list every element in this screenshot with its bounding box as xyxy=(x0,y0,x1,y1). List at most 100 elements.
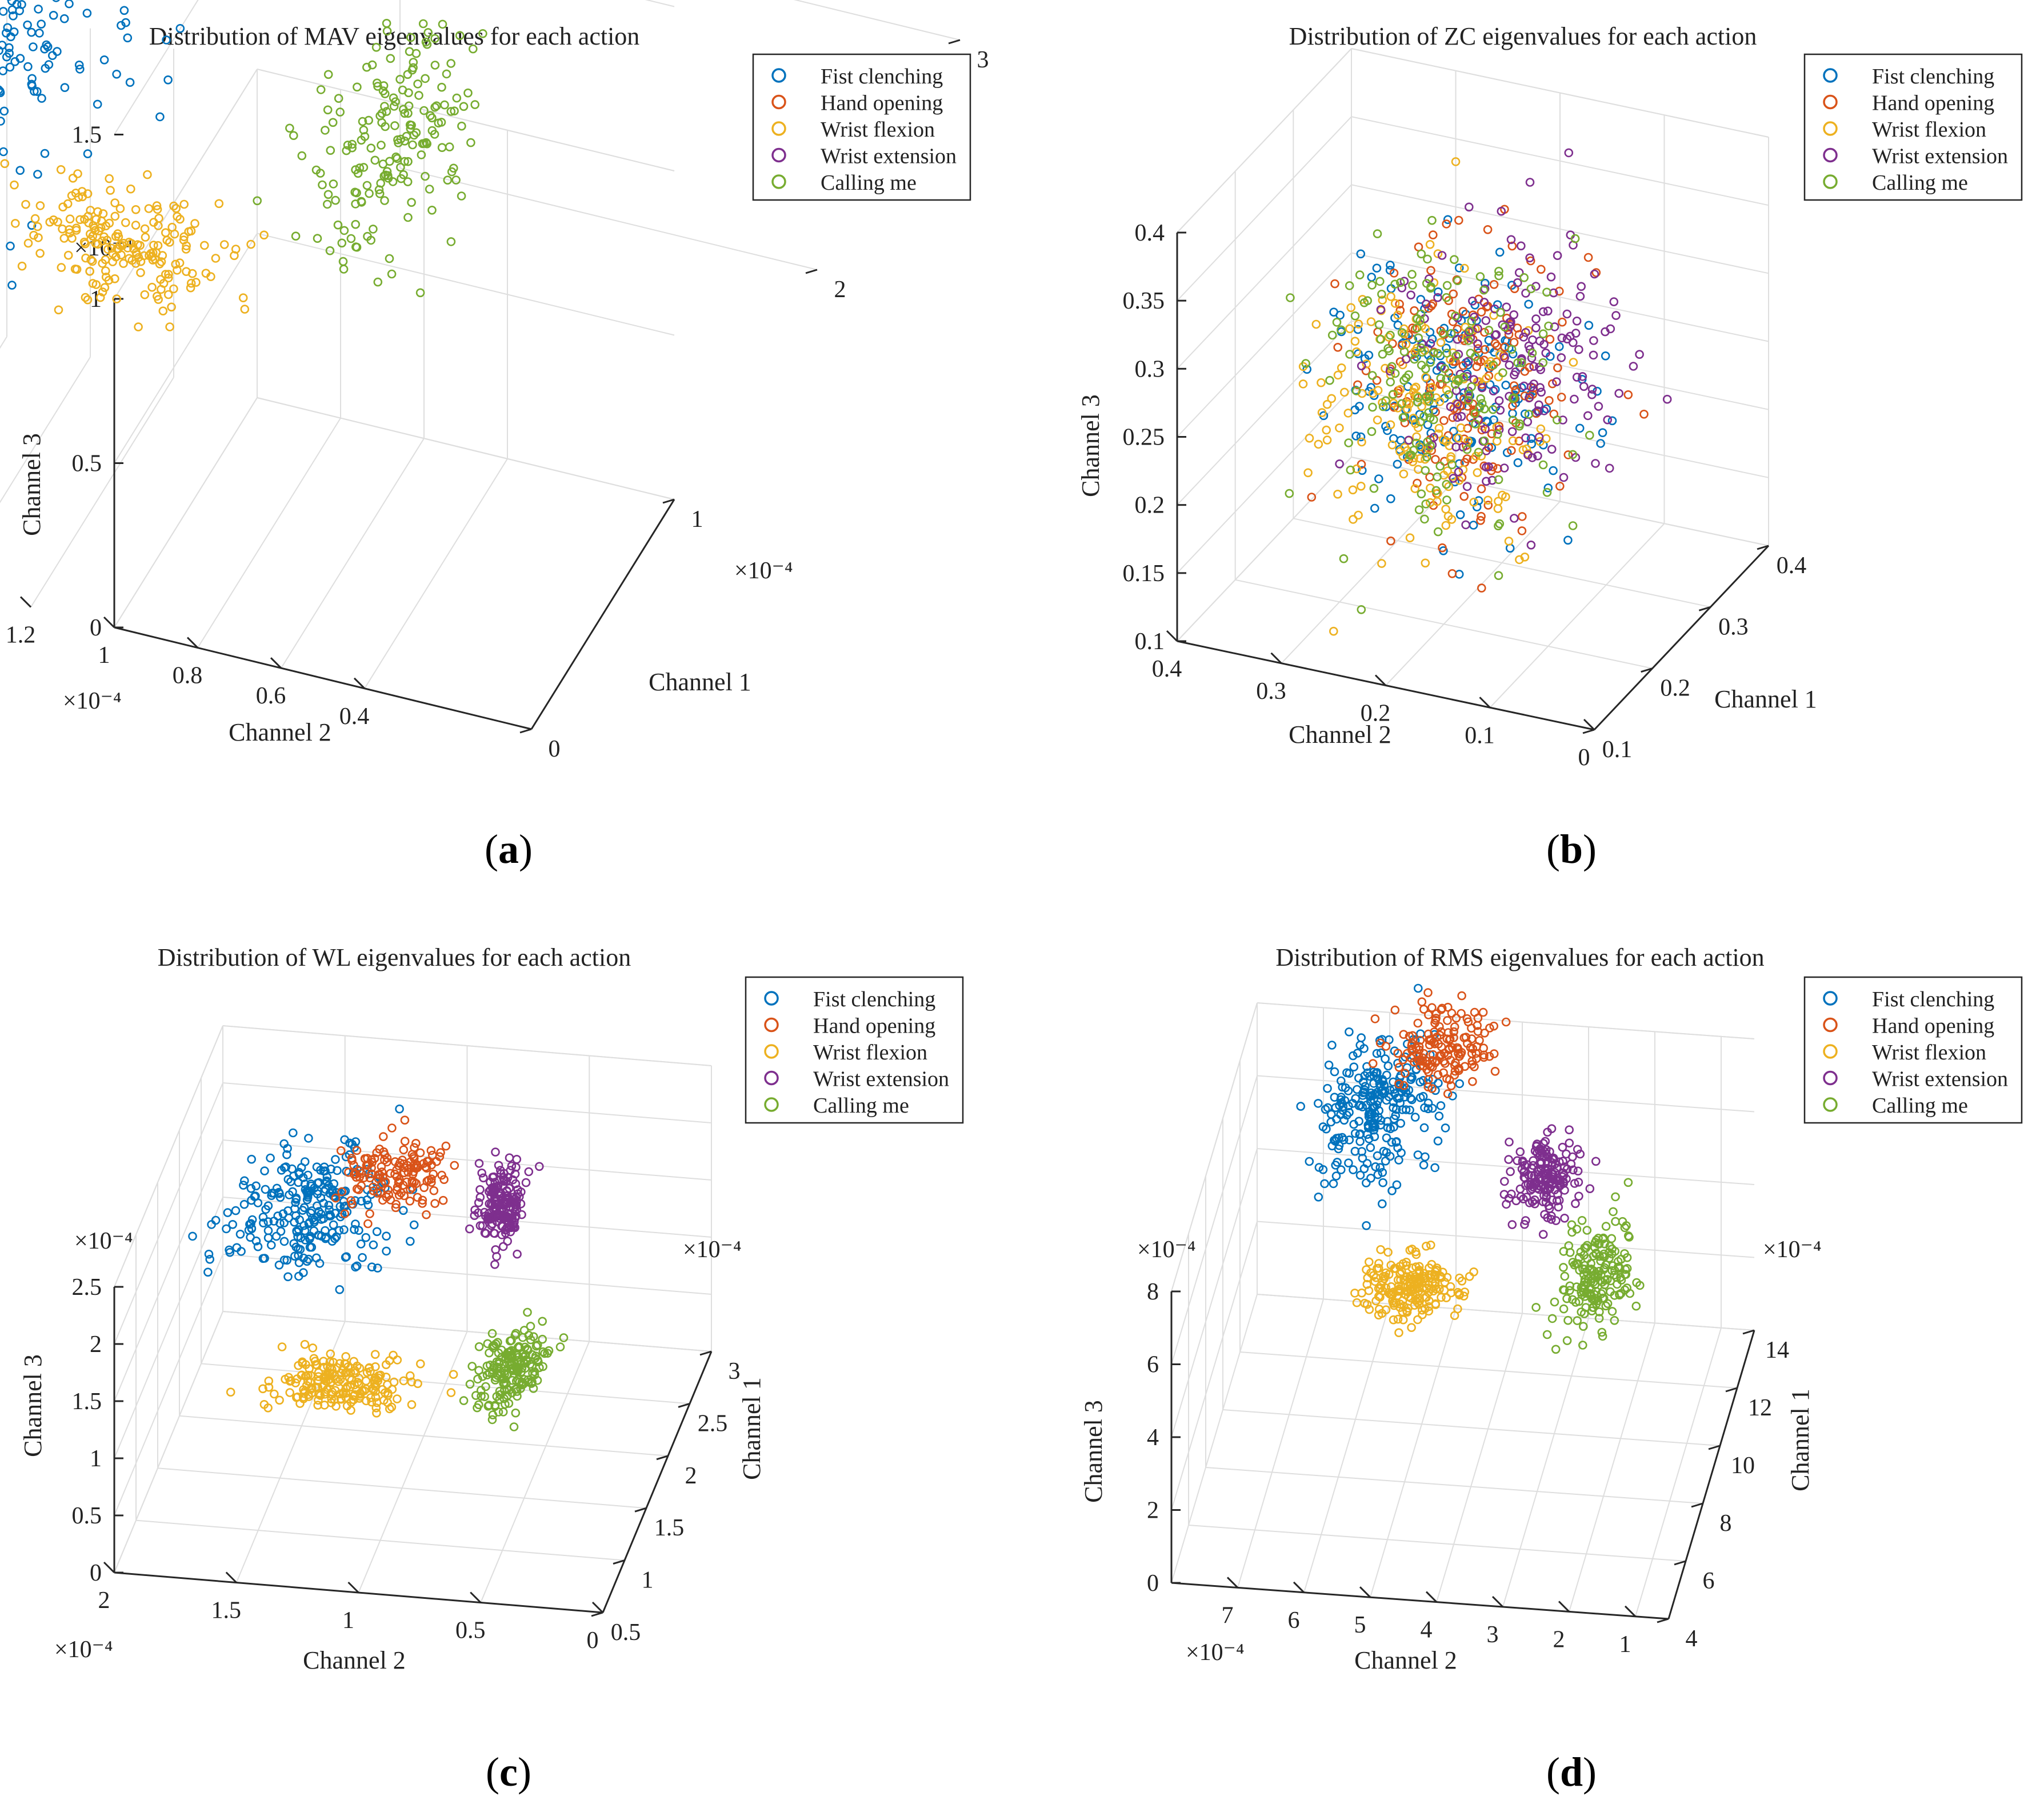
grid-x-floor-5 xyxy=(1569,1323,1655,1612)
data-point xyxy=(1374,1305,1384,1314)
data-point xyxy=(494,1359,503,1369)
data-point xyxy=(378,1132,388,1141)
y-axis-label: Channel 1 xyxy=(649,668,751,696)
data-point xyxy=(1524,1170,1533,1180)
y-axis-line xyxy=(1593,545,1770,731)
data-point xyxy=(362,1368,372,1377)
data-point xyxy=(1389,390,1398,399)
data-point xyxy=(1350,1129,1360,1138)
data-point xyxy=(394,1161,403,1170)
data-point xyxy=(434,118,443,128)
data-point xyxy=(0,41,7,50)
data-point xyxy=(1372,263,1382,273)
data-point xyxy=(205,1255,215,1264)
data-point xyxy=(1405,1246,1415,1255)
data-point xyxy=(1415,1275,1424,1284)
data-point xyxy=(1406,450,1416,460)
grid-z-back-1 xyxy=(257,233,675,336)
data-point xyxy=(487,1329,497,1338)
data-point xyxy=(1346,465,1355,475)
data-point xyxy=(1351,386,1361,395)
grid-y-floor-3 xyxy=(1222,1409,1721,1446)
data-point xyxy=(1376,334,1385,344)
data-point xyxy=(35,29,44,38)
data-point xyxy=(1429,415,1438,425)
data-point xyxy=(231,245,241,254)
data-point xyxy=(474,1198,483,1207)
data-point xyxy=(1509,381,1519,390)
y-tick-label-0: 0 xyxy=(549,736,561,762)
x-tick-label-1: 6 xyxy=(1288,1607,1300,1634)
data-point xyxy=(306,1385,316,1394)
legend-marker xyxy=(764,991,779,1006)
data-point xyxy=(1471,1049,1481,1058)
data-point xyxy=(1519,381,1529,391)
data-point xyxy=(1559,1247,1569,1256)
data-point xyxy=(459,1396,469,1405)
data-point xyxy=(65,228,74,238)
data-point xyxy=(1327,330,1337,340)
data-point xyxy=(339,226,349,235)
data-point xyxy=(331,1193,341,1203)
data-point xyxy=(1623,1178,1633,1187)
data-point xyxy=(1435,379,1445,389)
data-point xyxy=(1426,339,1435,348)
data-point xyxy=(1378,1178,1387,1187)
data-point xyxy=(251,1181,261,1191)
data-point xyxy=(305,1233,314,1243)
data-point xyxy=(1589,336,1598,345)
data-point xyxy=(465,1224,474,1234)
data-point xyxy=(1285,489,1294,498)
data-point xyxy=(136,257,146,266)
data-point xyxy=(310,1357,320,1366)
data-point xyxy=(283,1175,293,1184)
grid-x-floor-1 xyxy=(0,357,91,503)
data-point xyxy=(1395,1268,1405,1278)
data-point xyxy=(1414,333,1423,343)
data-point xyxy=(1374,1310,1383,1320)
data-point xyxy=(1337,363,1346,373)
data-point xyxy=(1517,241,1526,251)
data-point xyxy=(1501,1017,1511,1027)
data-points xyxy=(1285,148,1672,636)
data-point xyxy=(169,201,178,211)
data-point xyxy=(1507,1220,1517,1229)
data-point xyxy=(1526,382,1536,391)
data-point xyxy=(1426,498,1435,507)
data-point xyxy=(1578,1283,1587,1293)
data-point xyxy=(1381,396,1390,406)
y-axis-label: Channel 1 xyxy=(1714,685,1817,713)
data-point xyxy=(385,254,394,263)
x-tick-1 xyxy=(1270,652,1282,664)
series-wrist-extension xyxy=(1335,148,1672,550)
data-point xyxy=(223,1208,233,1217)
data-point xyxy=(1386,420,1395,430)
y-axis-label: Channel 1 xyxy=(1786,1389,1814,1491)
data-point xyxy=(1375,1163,1385,1172)
data-point xyxy=(353,82,362,92)
data-point xyxy=(490,1401,500,1410)
data-point xyxy=(1553,415,1562,425)
data-point xyxy=(1435,1022,1444,1031)
data-point xyxy=(1378,1077,1387,1086)
data-point xyxy=(365,1173,375,1183)
data-point xyxy=(1580,1278,1589,1287)
data-point xyxy=(365,1363,374,1373)
data-point xyxy=(283,1272,293,1282)
data-point xyxy=(1453,413,1462,422)
data-point xyxy=(238,293,248,303)
grid-lines xyxy=(1171,1002,1755,1619)
data-point xyxy=(410,1143,419,1152)
grid-y-floor-2 xyxy=(1205,1467,1703,1504)
data-point xyxy=(1528,335,1537,345)
data-point xyxy=(1405,1105,1414,1115)
data-point xyxy=(1481,316,1491,325)
data-point xyxy=(409,58,418,67)
data-point xyxy=(1453,399,1462,409)
legend-box xyxy=(1803,976,2023,1124)
data-point xyxy=(321,1166,330,1175)
y-tick-label-2: 2 xyxy=(834,277,846,303)
data-point xyxy=(337,238,347,248)
data-point xyxy=(421,171,430,181)
y-tick-0 xyxy=(591,1611,603,1617)
